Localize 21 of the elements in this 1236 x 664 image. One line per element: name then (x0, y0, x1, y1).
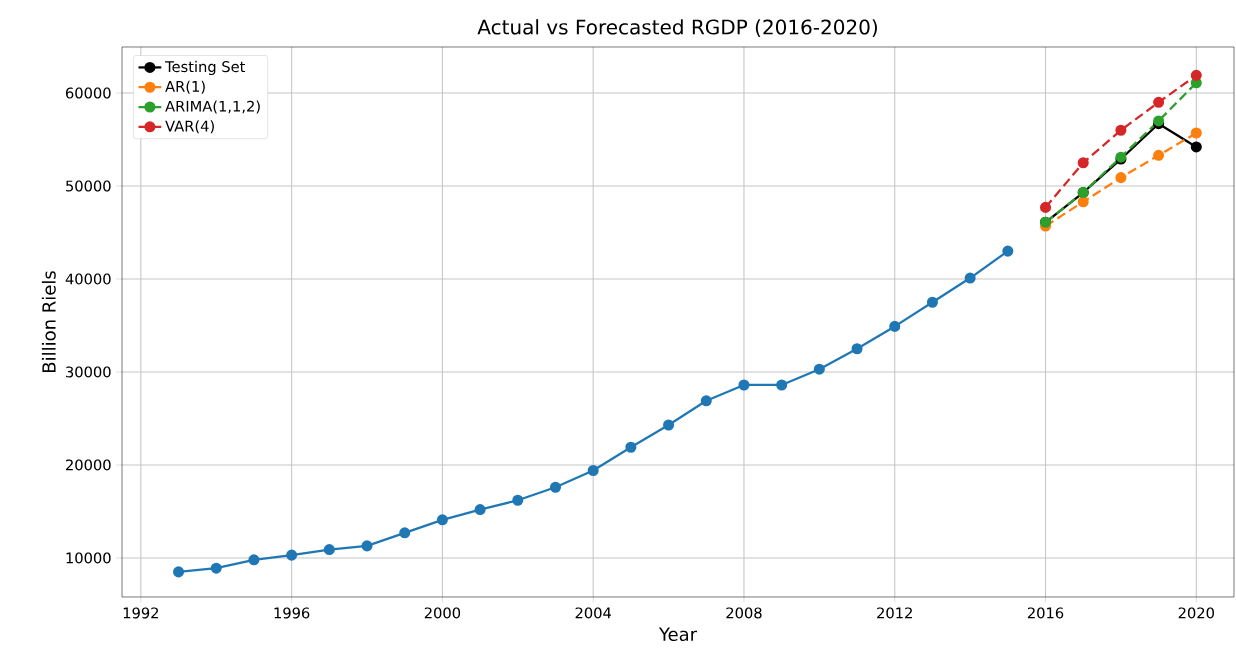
x-tick-label: 2008 (726, 607, 762, 619)
x-tick-label: 2000 (424, 607, 461, 619)
y-tick-label: 50000 (66, 180, 111, 192)
y-tick-label: 20000 (66, 459, 111, 471)
y-tick-label: 60000 (65, 87, 111, 99)
x-axis-title: Year (658, 627, 698, 642)
x-tick-label: 2012 (877, 607, 912, 619)
legend-label: VAR(4) (165, 120, 214, 134)
y-axis-title: Billion Riels (41, 271, 56, 372)
x-tick-label: 1992 (123, 607, 159, 619)
legend-label: Testing Set (165, 60, 246, 76)
x-tick-label: 2020 (1178, 607, 1214, 619)
chart-title: Actual vs Forecasted RGDP (2016-2020) (477, 19, 877, 37)
x-tick-label: 1996 (274, 607, 310, 619)
legend-label: AR(1) (165, 80, 205, 94)
x-tick-label: 2004 (575, 607, 612, 619)
y-tick-label: 30000 (66, 366, 111, 378)
x-tick-label: 2016 (1027, 607, 1064, 619)
y-tick-label: 10000 (66, 552, 111, 564)
legend-label: ARIMA(1,1,2) (165, 100, 260, 114)
y-tick-label: 40000 (65, 273, 111, 285)
